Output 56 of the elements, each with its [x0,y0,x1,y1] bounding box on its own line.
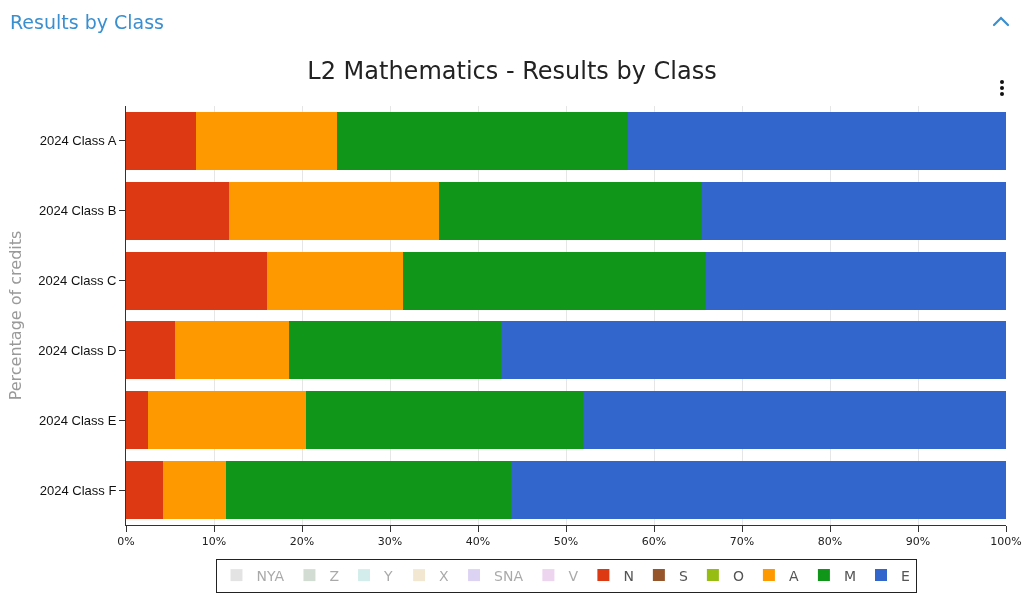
bar [126,111,197,170]
bar [126,181,229,240]
legend-label: X [439,567,450,584]
legend-label: S [678,567,688,584]
x-tick-label: 20% [289,535,315,549]
bar [705,251,1006,310]
bar [306,391,583,450]
chart-title: L2 Mathematics - Results by Class [307,56,717,85]
y-tick-label: 2024 Class A [39,133,117,149]
legend-label: Y [383,567,394,584]
y-tick-label: 2024 Class F [39,482,117,498]
bar [627,111,1006,170]
x-tick-label: 50% [553,535,579,549]
x-tick-label: 10% [201,535,227,549]
x-tick-label: 90% [905,535,931,549]
x-tick-label: 30% [377,535,403,549]
bar [226,461,512,520]
legend-label: N [623,567,634,584]
bar [175,321,289,380]
bar [582,391,1006,450]
bar [439,181,703,240]
bar [148,391,307,450]
text: Results by Class [10,11,164,33]
x-tick-label: 40% [465,535,491,549]
y-tick-label: 2024 Class C [38,273,117,289]
x-tick-label: 60% [641,535,667,549]
legend-label: O [732,567,744,584]
legend-label: M [843,567,856,584]
bar [337,111,628,170]
legend-label: E [901,567,910,584]
bar [403,251,706,310]
x-tick-label: 0% [117,535,135,549]
bar [228,181,440,240]
legend-label: Z [329,567,340,584]
bar [126,321,176,380]
y-tick-label: 2024 Class D [38,342,117,358]
bar [266,251,404,310]
legend-label: SNA [494,567,524,584]
bar [511,461,1006,520]
bar [702,181,1006,240]
x-tick-label: 70% [729,535,755,549]
x-tick-label: 80% [817,535,843,549]
bar [288,321,501,380]
bar [126,461,163,520]
y-tick-label: 2024 Class E [39,412,117,428]
y-axis-title: Percentage of credits [6,230,26,401]
bar [126,391,148,450]
y-tick-label: 2024 Class B [39,203,117,219]
bar [126,251,267,310]
x-tick-label: 100% [990,535,1022,549]
bar [500,321,1006,380]
legend-label: NYA [256,567,285,584]
bar [162,461,227,520]
legend-label: V [568,567,579,584]
bar [196,111,338,170]
legend-label: A [788,567,799,584]
